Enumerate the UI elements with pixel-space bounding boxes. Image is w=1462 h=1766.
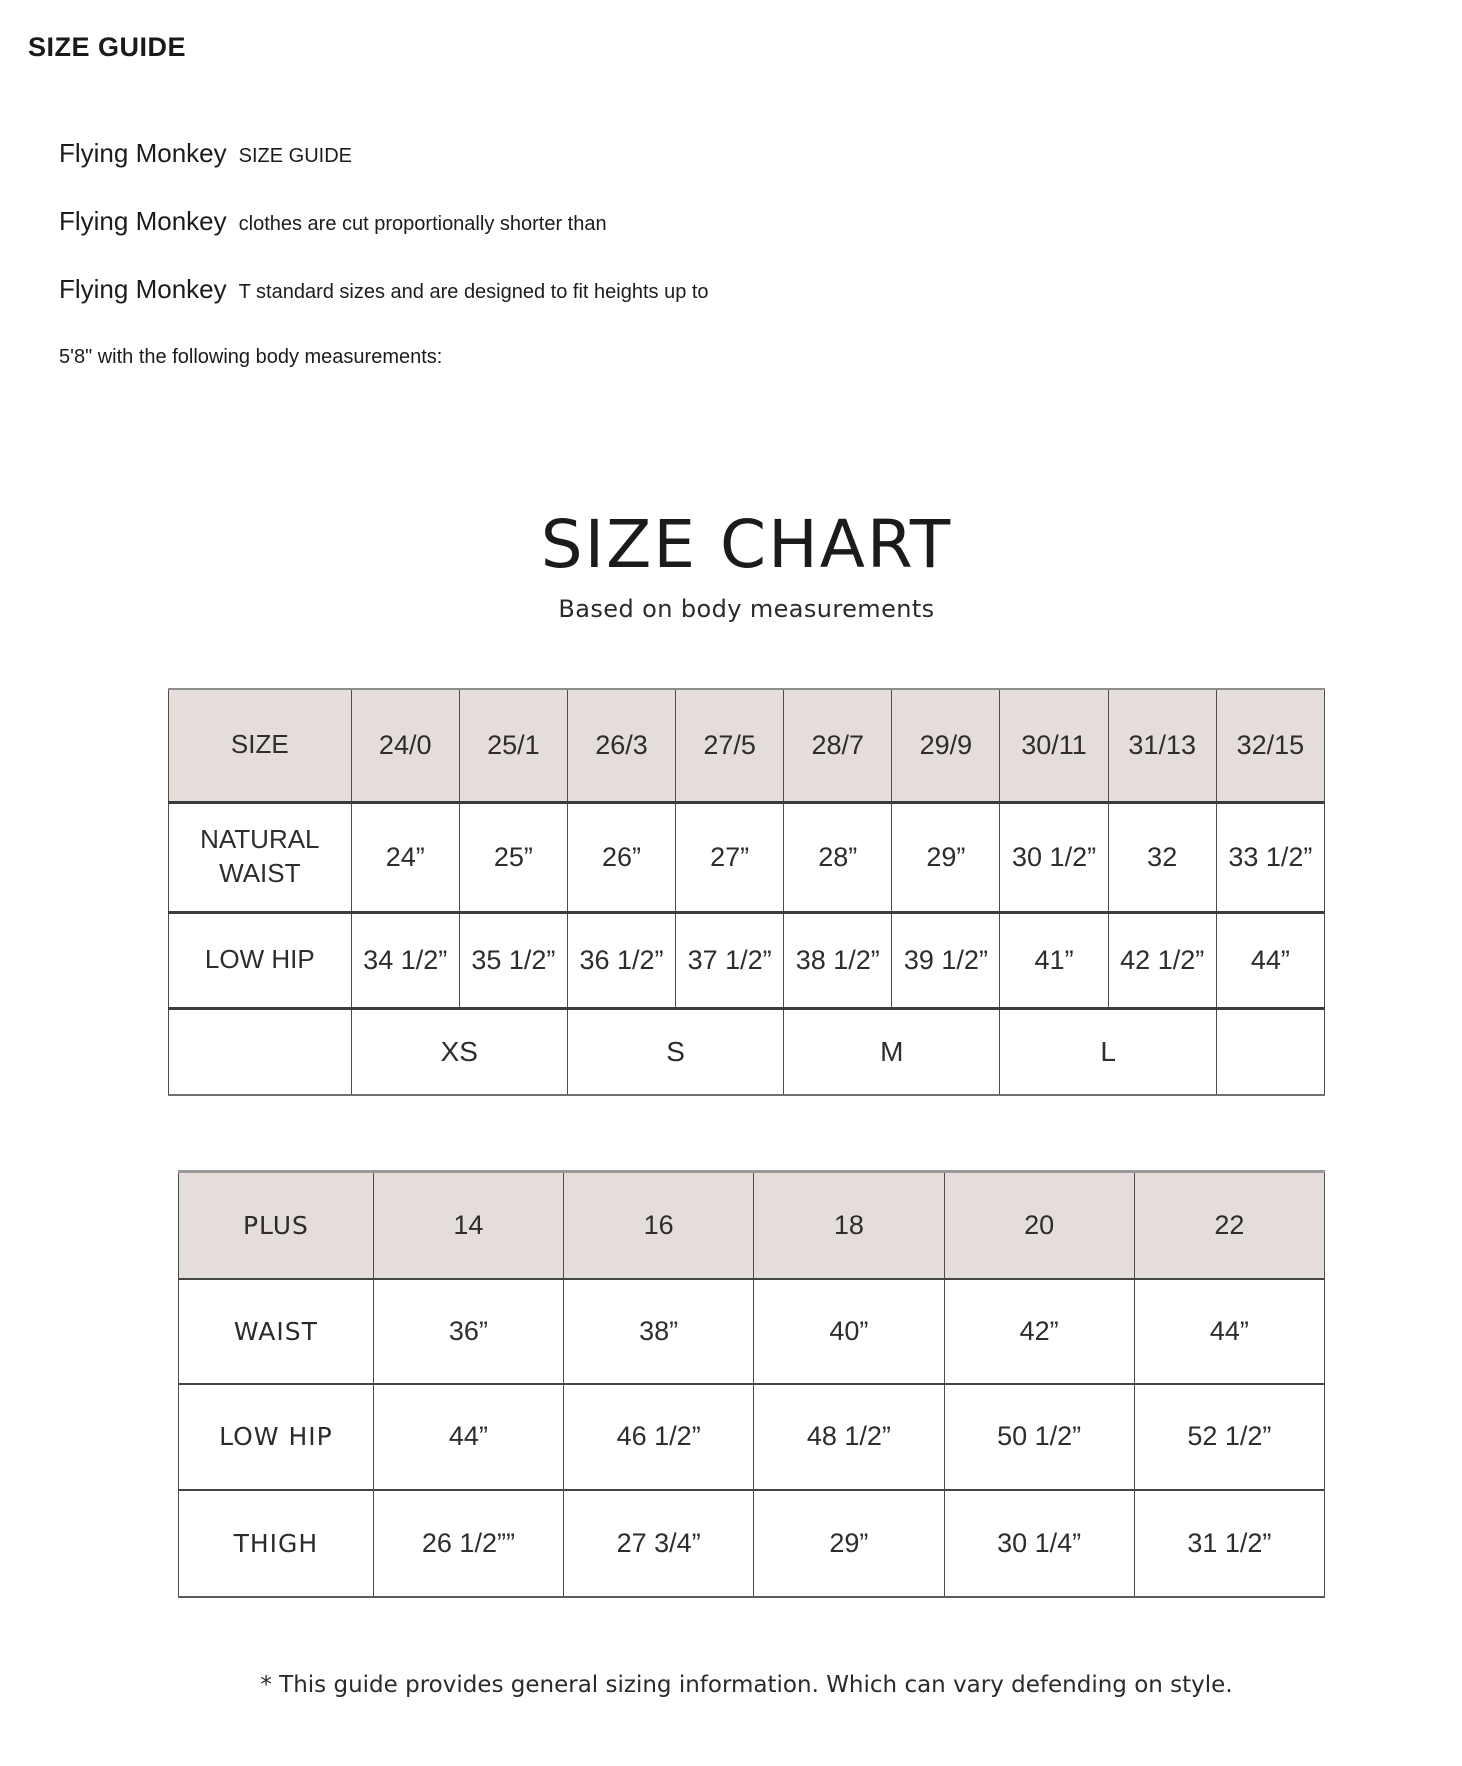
low-hip-value: 36 1/2” bbox=[566, 912, 677, 1010]
intro-line-1-text: SIZE GUIDE bbox=[238, 145, 352, 167]
plus-header-cell: 14 bbox=[372, 1170, 565, 1280]
waist-value: 40” bbox=[753, 1278, 945, 1385]
natural-waist-value: 32 bbox=[1107, 802, 1217, 914]
natural-waist-value: 33 1/2” bbox=[1215, 802, 1326, 914]
low-hip-value: 35 1/2” bbox=[458, 912, 568, 1010]
waist-label: WAIST bbox=[178, 1278, 374, 1385]
low-hip-value: 44” bbox=[372, 1383, 565, 1491]
size-header-label: SIZE bbox=[168, 688, 352, 804]
low-hip-value: 42 1/2” bbox=[1107, 912, 1217, 1010]
brand-name: Flying Monkey bbox=[59, 206, 227, 236]
letter-size-row: XS S M L bbox=[168, 1008, 1326, 1096]
low-hip-label: LOW HIP bbox=[168, 912, 352, 1010]
plus-thigh-row: THIGH 26 1/2”” 27 3/4” 29” 30 1/4” 31 1/… bbox=[178, 1489, 1326, 1598]
size-header-cell: 29/9 bbox=[891, 688, 1001, 804]
plus-low-hip-row: LOW HIP 44” 46 1/2” 48 1/2” 50 1/2” 52 1… bbox=[178, 1383, 1326, 1491]
plus-header-label: PLUS bbox=[178, 1170, 374, 1280]
size-header-cell: 31/13 bbox=[1107, 688, 1217, 804]
natural-waist-value: 27” bbox=[675, 802, 785, 914]
low-hip-value: 50 1/2” bbox=[943, 1383, 1135, 1491]
size-header-cell: 26/3 bbox=[566, 688, 677, 804]
low-hip-value: 44” bbox=[1215, 912, 1326, 1010]
size-header-cell: 24/0 bbox=[350, 688, 460, 804]
thigh-value: 30 1/4” bbox=[943, 1489, 1135, 1598]
plus-header-cell: 18 bbox=[753, 1170, 945, 1280]
empty-cell bbox=[168, 1008, 352, 1096]
thigh-value: 26 1/2”” bbox=[372, 1489, 565, 1598]
intro-line-4-text: 5'8" with the following body measurement… bbox=[59, 346, 443, 368]
low-hip-value: 46 1/2” bbox=[563, 1383, 755, 1491]
thigh-value: 27 3/4” bbox=[563, 1489, 755, 1598]
low-hip-value: 39 1/2” bbox=[891, 912, 1001, 1010]
intro-line-3: Flying Monkey T standard sizes and are de… bbox=[59, 274, 709, 309]
plus-header-cell: 16 bbox=[563, 1170, 755, 1280]
size-header-cell: 27/5 bbox=[675, 688, 785, 804]
waist-value: 42” bbox=[943, 1278, 1135, 1385]
natural-waist-value: 25” bbox=[458, 802, 568, 914]
thigh-value: 29” bbox=[753, 1489, 945, 1598]
size-group-m: M bbox=[783, 1008, 1001, 1096]
size-group-xs: XS bbox=[350, 1008, 568, 1096]
natural-waist-value: 29” bbox=[891, 802, 1001, 914]
chart-title: SIZE CHART bbox=[540, 506, 953, 583]
brand-name: Flying Monkey bbox=[59, 274, 227, 304]
size-group-l: L bbox=[999, 1008, 1217, 1096]
size-header-cell: 32/15 bbox=[1215, 688, 1326, 804]
natural-waist-row: NATURAL WAIST 24” 25” 26” 27” 28” 29” 30… bbox=[168, 802, 1326, 914]
low-hip-value: 34 1/2” bbox=[350, 912, 460, 1010]
size-header-cell: 30/11 bbox=[999, 688, 1109, 804]
intro-line-1: Flying Monkey SIZE GUIDE bbox=[59, 138, 709, 173]
size-chart-table: SIZE 24/0 25/1 26/3 27/5 28/7 29/9 30/11… bbox=[168, 688, 1326, 1096]
thigh-value: 31 1/2” bbox=[1133, 1489, 1326, 1598]
natural-waist-value: 28” bbox=[783, 802, 893, 914]
waist-value: 38” bbox=[563, 1278, 755, 1385]
intro-line-4: 5'8" with the following body measurement… bbox=[59, 342, 709, 373]
page-title: SIZE GUIDE bbox=[28, 32, 187, 62]
low-hip-value: 48 1/2” bbox=[753, 1383, 945, 1491]
size-header-cell: 25/1 bbox=[458, 688, 568, 804]
low-hip-value: 38 1/2” bbox=[783, 912, 893, 1010]
size-header-cell: 28/7 bbox=[783, 688, 893, 804]
low-hip-value: 37 1/2” bbox=[675, 912, 785, 1010]
low-hip-label: LOW HIP bbox=[178, 1383, 374, 1491]
low-hip-value: 41” bbox=[999, 912, 1109, 1010]
plus-header-row: PLUS 14 16 18 20 22 bbox=[178, 1170, 1326, 1280]
waist-value: 36” bbox=[372, 1278, 565, 1385]
chart-subtitle: Based on body measurements bbox=[558, 595, 935, 623]
brand-name: Flying Monkey bbox=[59, 138, 227, 168]
plus-waist-row: WAIST 36” 38” 40” 42” 44” bbox=[178, 1278, 1326, 1385]
thigh-label: THIGH bbox=[178, 1489, 374, 1598]
plus-header-cell: 22 bbox=[1133, 1170, 1326, 1280]
natural-waist-value: 30 1/2” bbox=[999, 802, 1109, 914]
waist-value: 44” bbox=[1133, 1278, 1326, 1385]
intro-line-3-text: T standard sizes and are designed to fit… bbox=[238, 281, 709, 303]
low-hip-value: 52 1/2” bbox=[1133, 1383, 1326, 1491]
low-hip-row: LOW HIP 34 1/2” 35 1/2” 36 1/2” 37 1/2” … bbox=[168, 912, 1326, 1010]
intro-line-2-text: clothes are cut proportionally shorter t… bbox=[238, 213, 607, 235]
natural-waist-value: 24” bbox=[350, 802, 460, 914]
natural-waist-value: 26” bbox=[566, 802, 677, 914]
intro-line-2: Flying Monkey clothes are cut proportiona… bbox=[59, 206, 709, 241]
footnote: * This guide provides general sizing inf… bbox=[260, 1672, 1233, 1698]
plus-header-cell: 20 bbox=[943, 1170, 1135, 1280]
empty-cell bbox=[1215, 1008, 1326, 1096]
plus-size-table: PLUS 14 16 18 20 22 WAIST 36” 38” 40” 42… bbox=[178, 1170, 1326, 1598]
size-group-s: S bbox=[566, 1008, 785, 1096]
chart-heading: SIZE CHART Based on body measurements bbox=[168, 506, 1325, 623]
intro-text: Flying Monkey SIZE GUIDE Flying Monkey clo… bbox=[59, 138, 709, 406]
natural-waist-label: NATURAL WAIST bbox=[168, 802, 352, 914]
size-header-row: SIZE 24/0 25/1 26/3 27/5 28/7 29/9 30/11… bbox=[168, 688, 1326, 804]
